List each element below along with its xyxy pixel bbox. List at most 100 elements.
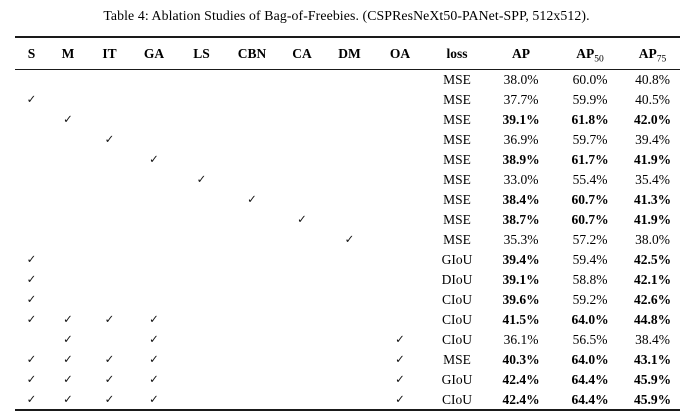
check-cell-CA: [278, 189, 326, 209]
check-cell-CBN: [226, 349, 278, 369]
ap50-cell: 60.7%: [571, 191, 609, 207]
check-cell-LS: ✓: [177, 169, 226, 189]
check-cell-S: ✓: [15, 249, 48, 269]
column-header-ap75: AP75: [625, 37, 680, 70]
checkmark-icon: ✓: [104, 392, 115, 406]
check-cell-IT: [88, 209, 131, 229]
checkmark-icon: ✓: [63, 112, 73, 126]
ap75-cell: 45.9%: [633, 371, 672, 387]
table-row: ✓ MSE 39.1% 61.8% 42.0%: [15, 109, 680, 129]
loss-cell: MSE: [443, 91, 471, 107]
loss-cell: CIoU: [442, 391, 472, 407]
check-cell-OA: [373, 129, 427, 149]
check-cell-DM: [326, 389, 373, 410]
check-cell-GA: [131, 89, 177, 109]
loss-cell: CIoU: [442, 291, 472, 307]
check-cell-IT: [88, 109, 131, 129]
ap75-cell: 41.9%: [633, 211, 672, 227]
check-cell-IT: ✓: [88, 349, 131, 369]
table-body: MSE 38.0% 60.0% 40.8% ✓ MSE 37.7% 59.9% 40.5% ✓ MS…: [15, 70, 680, 411]
check-cell-S: ✓: [15, 349, 48, 369]
loss-cell: MSE: [443, 111, 471, 127]
check-cell-M: [48, 169, 88, 189]
check-cell-OA: [373, 269, 427, 289]
check-cell-CA: [278, 349, 326, 369]
check-cell-CA: [278, 389, 326, 410]
check-cell-GA: [131, 249, 177, 269]
ap50-cell: 59.7%: [572, 131, 608, 147]
table-row: ✓ MSE 35.3% 57.2% 38.0%: [15, 229, 680, 249]
ap-cell: 38.4%: [502, 191, 540, 207]
check-cell-OA: [373, 189, 427, 209]
check-cell-S: [15, 209, 48, 229]
check-cell-GA: [131, 189, 177, 209]
check-cell-IT: [88, 149, 131, 169]
check-cell-DM: [326, 70, 373, 90]
check-cell-OA: ✓: [373, 349, 427, 369]
column-header-S: S: [15, 37, 48, 70]
checkmark-icon: ✓: [63, 312, 73, 326]
check-cell-CBN: [226, 169, 278, 189]
check-cell-OA: [373, 309, 427, 329]
check-cell-IT: [88, 269, 131, 289]
loss-cell: CIoU: [442, 331, 472, 347]
checkmark-icon: ✓: [26, 372, 37, 386]
check-cell-LS: [177, 70, 226, 90]
table-row: MSE 38.0% 60.0% 40.8%: [15, 70, 680, 90]
check-cell-S: ✓: [15, 369, 48, 389]
check-cell-M: [48, 89, 88, 109]
checkmark-icon: ✓: [149, 332, 159, 346]
checkmark-icon: ✓: [247, 192, 257, 206]
ap-cell: 38.0%: [503, 72, 539, 87]
check-cell-S: [15, 149, 48, 169]
ap50-cell: 64.0%: [571, 311, 609, 327]
table-row: ✓ GIoU 39.4% 59.4% 42.5%: [15, 249, 680, 269]
checkmark-icon: ✓: [26, 292, 37, 306]
check-cell-S: ✓: [15, 89, 48, 109]
check-cell-CBN: [226, 269, 278, 289]
check-cell-OA: [373, 169, 427, 189]
check-cell-OA: [373, 209, 427, 229]
ap50-cell: 55.4%: [572, 171, 608, 187]
checkmark-icon: ✓: [149, 372, 159, 386]
ap-cell: 33.0%: [503, 171, 539, 187]
checkmark-icon: ✓: [26, 252, 37, 266]
table-row: ✓ ✓ ✓ ✓ ✓ GIoU 42.4% 64.4% 45.9%: [15, 369, 680, 389]
column-header-ap: AP: [487, 37, 555, 70]
check-cell-S: [15, 169, 48, 189]
check-cell-CBN: [226, 369, 278, 389]
check-cell-LS: [177, 249, 226, 269]
check-cell-DM: [326, 169, 373, 189]
checkmark-icon: ✓: [149, 152, 159, 166]
table-row: ✓ MSE 38.7% 60.7% 41.9%: [15, 209, 680, 229]
ap-cell: 39.1%: [502, 111, 540, 127]
check-cell-CA: [278, 329, 326, 349]
check-cell-CBN: ✓: [226, 189, 278, 209]
loss-cell: MSE: [443, 191, 471, 207]
check-cell-DM: [326, 209, 373, 229]
ap-cell: 42.4%: [502, 371, 540, 387]
check-cell-M: [48, 289, 88, 309]
check-cell-GA: ✓: [131, 349, 177, 369]
checkmark-icon: ✓: [63, 332, 73, 346]
loss-cell: MSE: [443, 151, 471, 167]
check-cell-IT: ✓: [88, 129, 131, 149]
check-cell-LS: [177, 369, 226, 389]
check-cell-CA: [278, 89, 326, 109]
loss-cell: GIoU: [441, 371, 473, 387]
check-cell-LS: [177, 189, 226, 209]
check-cell-CA: [278, 109, 326, 129]
check-cell-DM: [326, 189, 373, 209]
checkmark-icon: ✓: [104, 132, 115, 146]
table-row: ✓ MSE 36.9% 59.7% 39.4%: [15, 129, 680, 149]
check-cell-DM: [326, 109, 373, 129]
check-cell-OA: ✓: [373, 329, 427, 349]
ap75-cell: 39.4%: [635, 131, 670, 147]
check-cell-CA: [278, 289, 326, 309]
check-cell-S: ✓: [15, 309, 48, 329]
checkmark-icon: ✓: [196, 172, 207, 186]
table-row: ✓ ✓ ✓ CIoU 36.1% 56.5% 38.4%: [15, 329, 680, 349]
table-header-row: S M IT GA LS CBN CA DM OA loss AP AP50 AP75: [15, 37, 680, 70]
check-cell-CA: [278, 229, 326, 249]
